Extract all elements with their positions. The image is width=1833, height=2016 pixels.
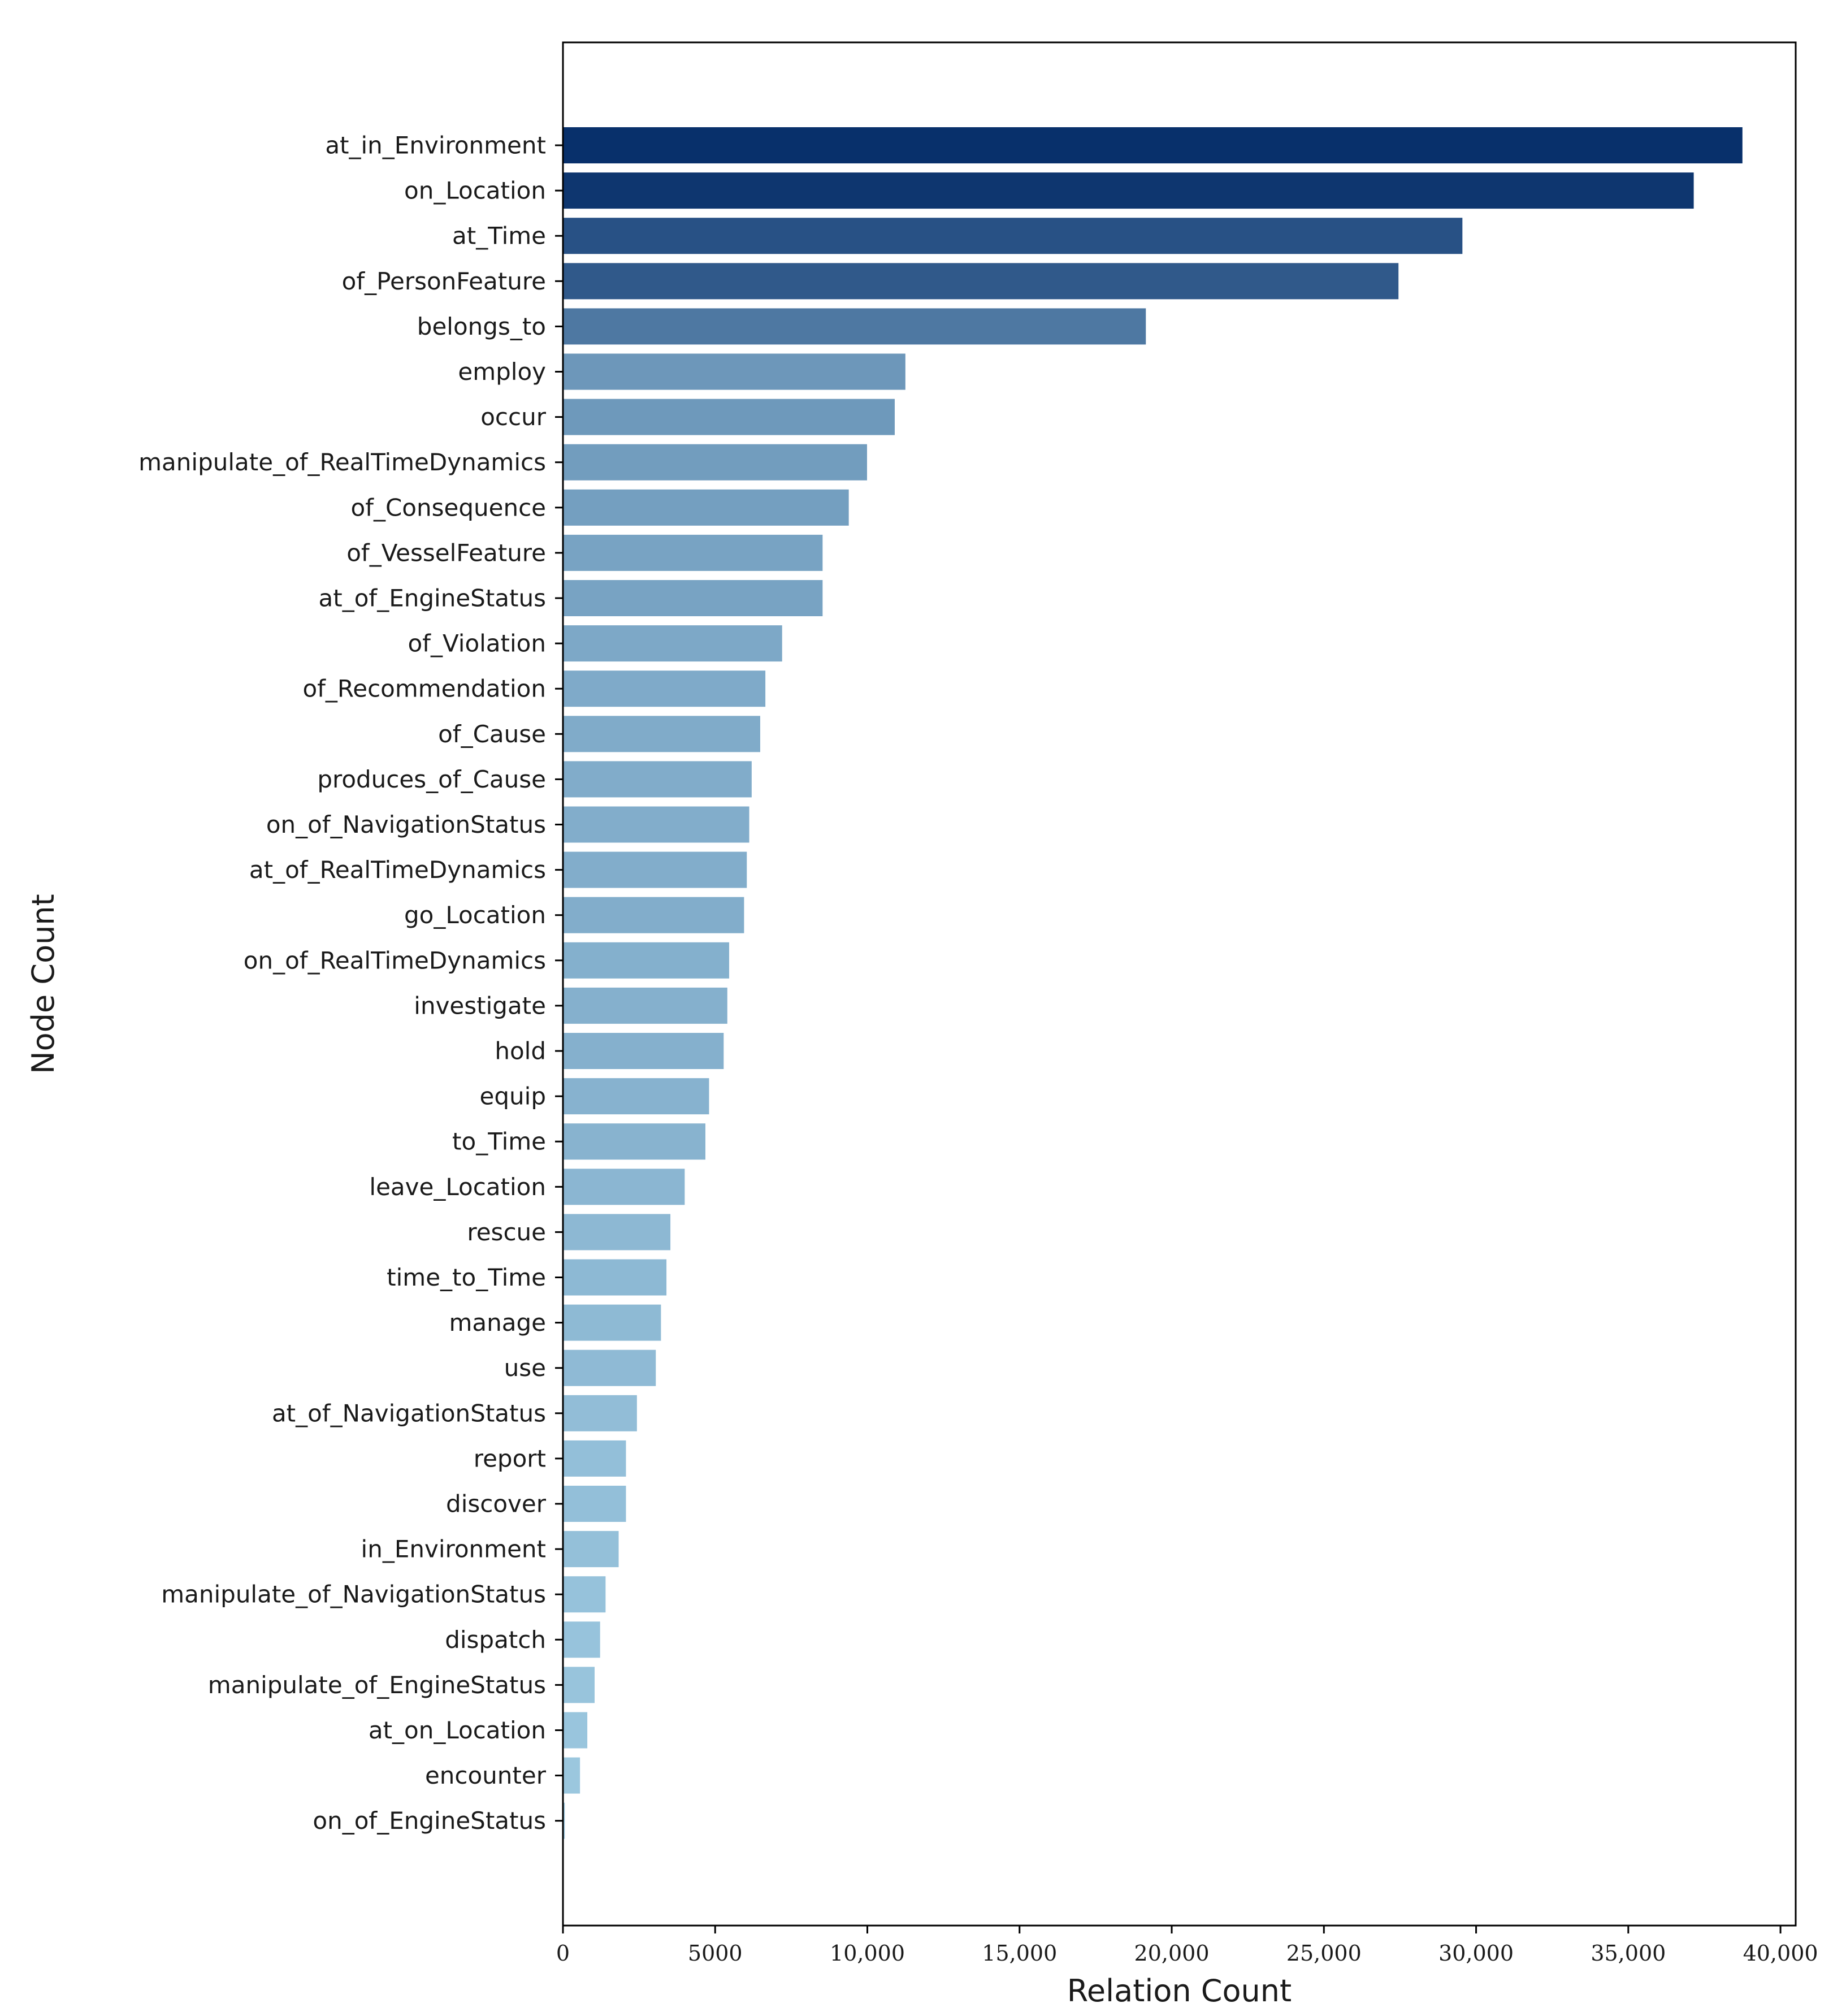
bar-manipulate_of_NavigationStatus [563,1576,606,1613]
bar-rescue [563,1214,671,1251]
y-tick-label: equip [480,1083,546,1110]
bar-in_Environment [563,1531,619,1568]
bar-leave_Location [563,1169,685,1205]
y-tick-label: at_of_EngineStatus [319,585,546,612]
y-tick-label: go_Location [404,901,546,929]
y-tick-label: encounter [425,1762,547,1789]
y-tick-label: on_of_EngineStatus [313,1807,546,1835]
bar-on_of_NavigationStatus [563,806,749,843]
y-tick-label: on_Location [404,177,546,205]
y-tick-label: on_of_RealTimeDynamics [244,946,546,974]
bar-belongs_to [563,308,1146,345]
bar-manage [563,1304,661,1341]
bar-of_VesselFeature [563,534,823,571]
y-tick-label: manage [449,1309,546,1336]
bar-of_Cause [563,716,760,752]
y-tick-label: discover [446,1490,547,1518]
bar-produces_of_Cause [563,761,752,798]
x-tick-label: 35,000 [1591,1941,1666,1966]
y-tick-label: belongs_to [417,313,546,340]
x-axis-title: Relation Count [1067,1973,1292,2009]
y-tick-label: at_in_Environment [325,132,546,159]
y-tick-label: of_PersonFeature [342,267,546,295]
y-tick-label: to_Time [452,1128,546,1156]
bar-of_Violation [563,625,782,662]
y-tick-label: dispatch [445,1626,546,1654]
y-tick-label: time_to_Time [387,1264,546,1291]
bars-layer [563,127,1743,1839]
x-tick-label: 40,000 [1743,1941,1818,1966]
y-tick-label: of_Consequence [350,494,546,521]
y-tick-label: rescue [467,1218,546,1246]
bar-manipulate_of_RealTimeDynamics [563,444,867,481]
bar-of_Recommendation [563,670,766,707]
bar-at_of_EngineStatus [563,580,823,616]
bar-on_of_RealTimeDynamics [563,942,730,979]
x-axis-ticks: 0 5000 10,000 15,000 20,000 25,000 30,000 35,00… [556,1926,1818,1966]
x-tick-label: 0 [556,1941,570,1966]
bar-encounter [563,1757,580,1794]
y-tick-label: of_Recommendation [302,675,546,703]
y-tick-label: leave_Location [369,1173,546,1201]
x-tick-label: 25,000 [1286,1941,1362,1966]
y-tick-label: manipulate_of_RealTimeDynamics [138,448,546,476]
y-tick-label: produces_of_Cause [317,765,546,793]
y-axis-title: Node Count [25,894,61,1074]
bar-dispatch [563,1621,600,1658]
bar-manipulate_of_EngineStatus [563,1667,595,1703]
bar-use [563,1349,656,1386]
x-tick-label: 30,000 [1438,1941,1514,1966]
bar-report [563,1440,626,1477]
bar-investigate [563,987,727,1024]
bar-time_to_Time [563,1259,667,1296]
bar-employ [563,353,905,390]
bar-discover [563,1486,626,1522]
y-tick-label: hold [495,1037,546,1065]
x-tick-label: 10,000 [830,1941,905,1966]
bar-on_Location [563,172,1694,209]
x-tick-label: 5000 [688,1941,743,1966]
bar-occur [563,399,895,435]
y-tick-label: at_of_RealTimeDynamics [249,856,546,884]
bar-at_on_Location [563,1712,588,1749]
bar-at_of_NavigationStatus [563,1395,637,1431]
bar-at_Time [563,218,1463,254]
bar-at_in_Environment [563,127,1743,163]
x-tick-label: 20,000 [1134,1941,1210,1966]
plot-frame [562,41,1797,1927]
y-tick-label: employ [458,358,546,386]
y-tick-label: at_of_NavigationStatus [272,1399,546,1427]
y-tick-label: investigate [414,992,546,1019]
x-tick-label: 15,000 [982,1941,1057,1966]
bar-equip [563,1078,709,1115]
bar-hold [563,1033,724,1069]
bar-to_Time [563,1123,706,1160]
y-tick-label: on_of_NavigationStatus [266,811,546,838]
y-tick-label: use [504,1354,546,1382]
y-tick-label: in_Environment [361,1535,546,1563]
bar-of_Consequence [563,489,849,526]
bar-go_Location [563,897,744,933]
y-tick-label: of_VesselFeature [346,539,546,566]
y-tick-label: of_Cause [438,720,546,748]
y-tick-label: report [474,1444,546,1472]
bar-on_of_EngineStatus [563,1802,565,1839]
y-tick-label: occur [480,403,546,431]
y-tick-label: of_Violation [408,630,546,657]
y-tick-label: at_Time [452,222,546,250]
bar-of_PersonFeature [563,263,1399,300]
y-axis-ticks: at_in_Environment on_Location at_Time of_Pe… [138,132,563,1835]
bar-at_of_RealTimeDynamics [563,851,747,888]
y-tick-label: manipulate_of_NavigationStatus [161,1581,546,1608]
y-tick-label: at_on_Location [369,1716,546,1744]
y-tick-label: manipulate_of_EngineStatus [208,1671,546,1699]
